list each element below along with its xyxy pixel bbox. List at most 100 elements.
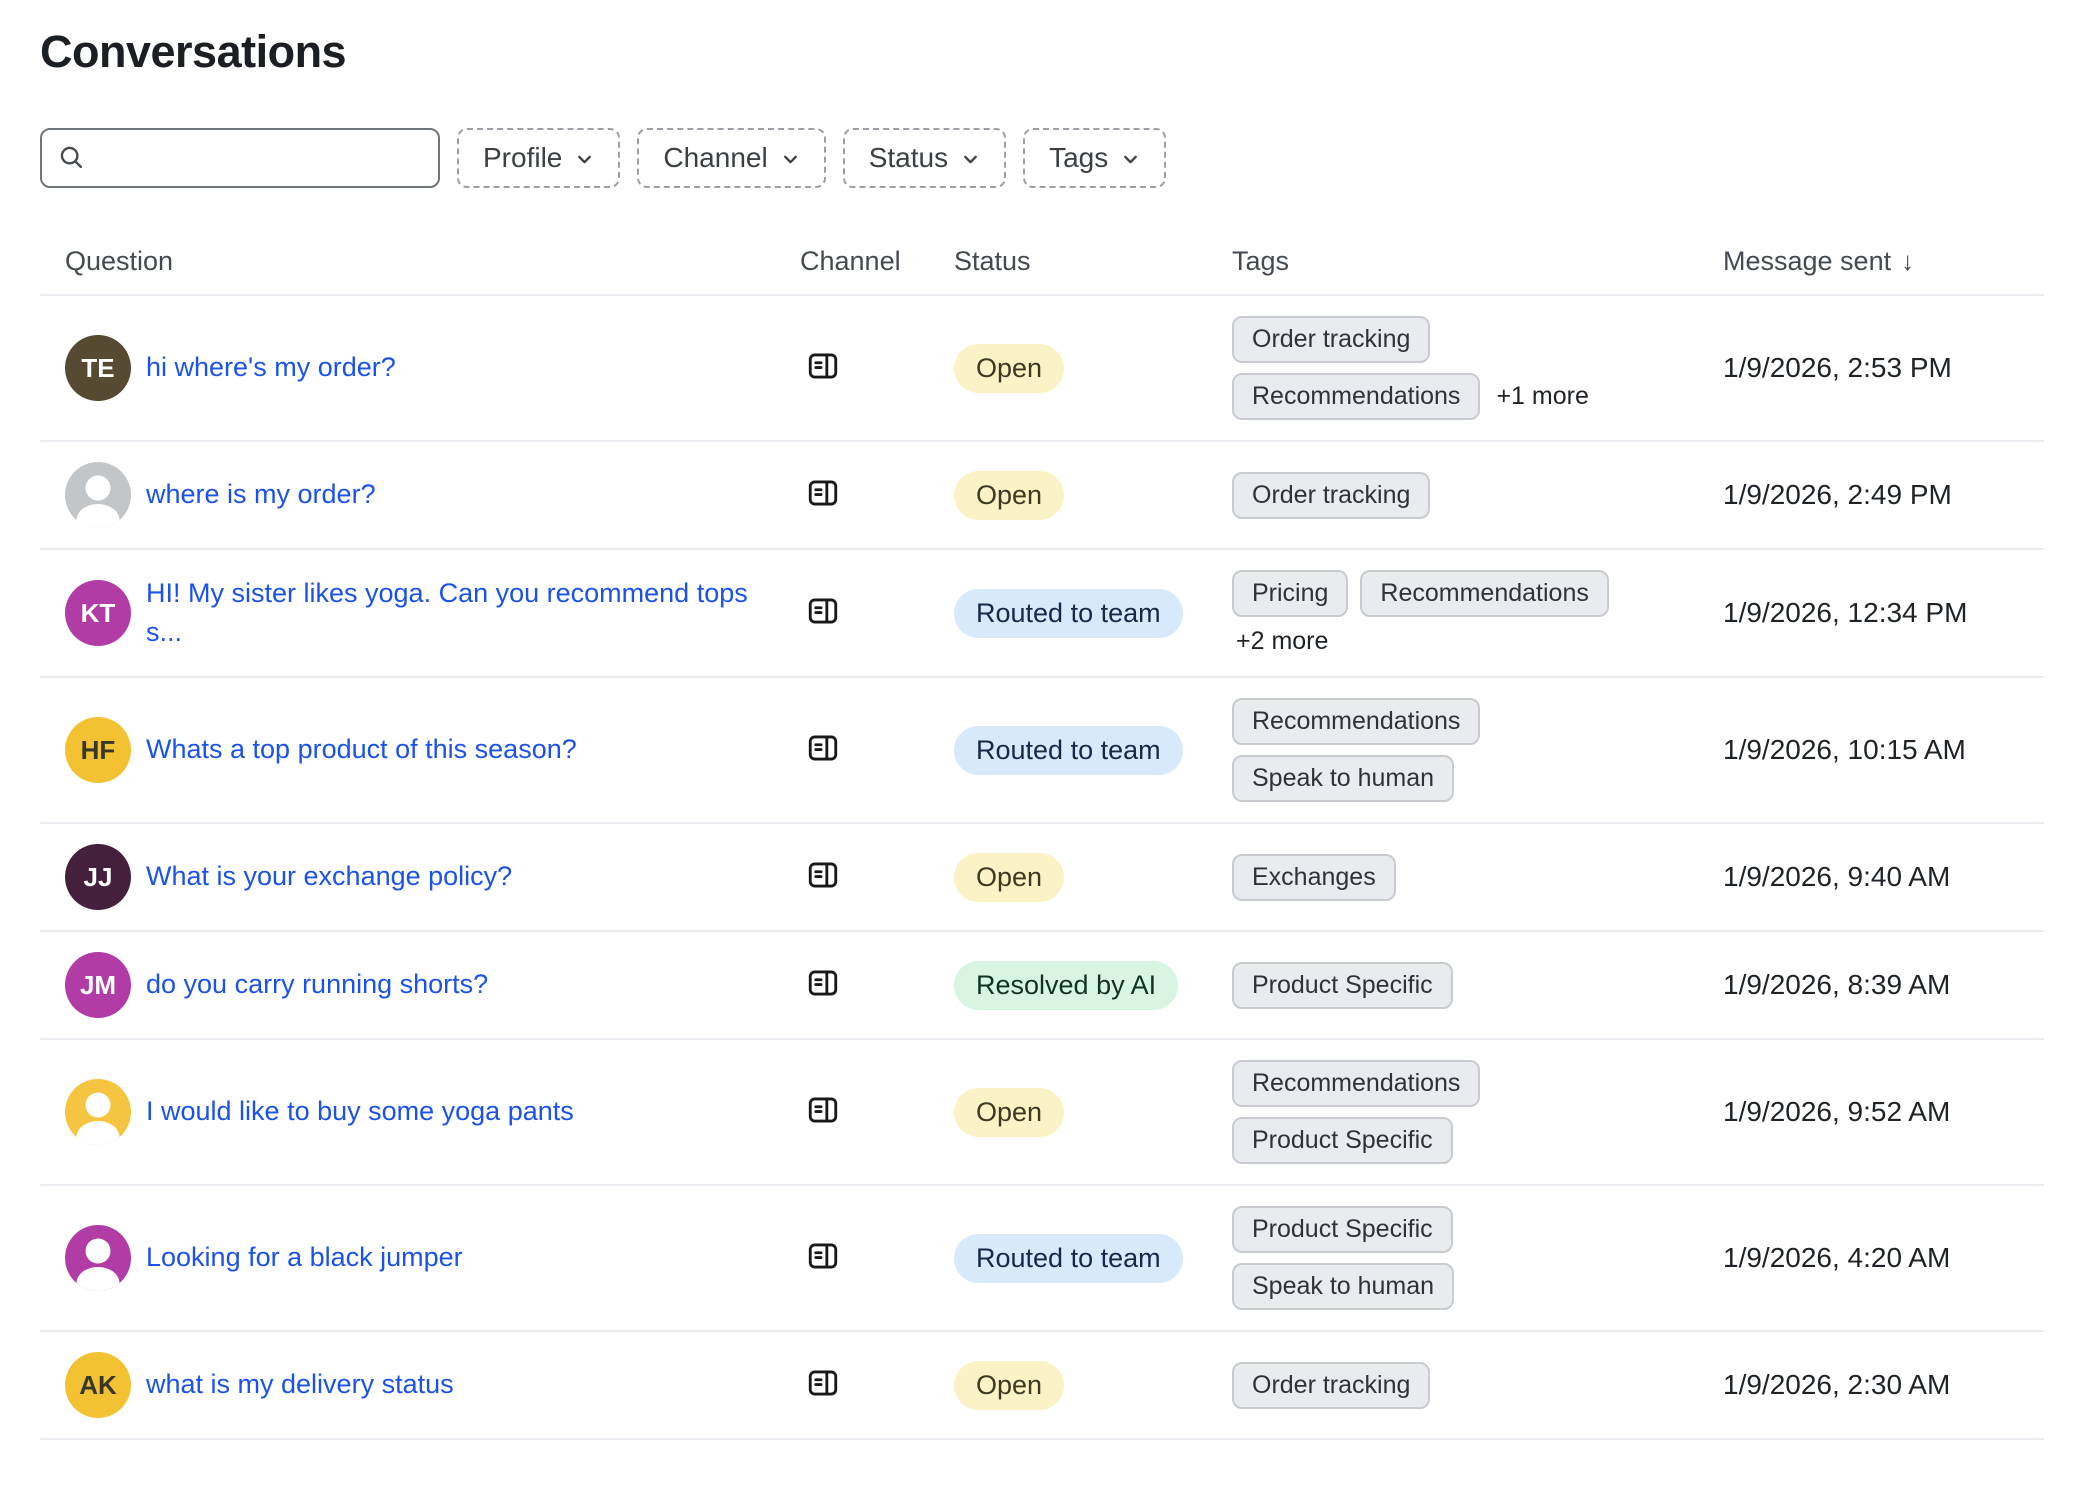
tag-pill: Product Specific <box>1232 1117 1453 1164</box>
table-row[interactable]: TE hi where's my order? Open Order tracking… <box>40 296 2044 442</box>
tags-cell: Order tracking <box>1232 471 1723 519</box>
filter-profile-button[interactable]: Profile <box>457 128 621 188</box>
avatar: TE <box>65 335 131 401</box>
filter-profile-label: Profile <box>483 142 563 173</box>
question-cell: TE hi where's my order? <box>65 335 800 401</box>
avatar: AK <box>65 1352 131 1418</box>
table-row[interactable]: I would like to buy some yoga pants Open R… <box>40 1040 2044 1186</box>
question-link[interactable]: Whats a top product of this season? <box>146 734 577 765</box>
widget-channel-icon <box>806 1239 840 1273</box>
tag-pill: Pricing <box>1232 570 1349 617</box>
tag-line: Pricing Recommendations <box>1232 570 1723 617</box>
column-header-message-sent[interactable]: Message sent ↓ <box>1723 246 2044 277</box>
tag-line: Order tracking <box>1232 1361 1723 1409</box>
status-badge: Resolved by AI <box>954 960 1179 1010</box>
tag-line: Speak to human <box>1232 755 1723 802</box>
tag-line: Order tracking <box>1232 471 1723 519</box>
page-title: Conversations <box>40 26 347 77</box>
tag-pill: Recommendations <box>1360 570 1609 617</box>
widget-channel-icon <box>806 476 840 510</box>
question-cell: HF Whats a top product of this season? <box>65 717 800 783</box>
message-sent-time: 1/9/2026, 2:49 PM <box>1723 479 1952 510</box>
tags-more-label: +2 more <box>1236 627 1329 655</box>
question-link[interactable]: do you carry running shorts? <box>146 969 489 1000</box>
message-sent-time: 1/9/2026, 2:30 AM <box>1723 1369 1951 1400</box>
table-header-row: Question Channel Status Tags Message sen… <box>40 240 2044 296</box>
chevron-down-icon <box>964 155 978 164</box>
question-link[interactable]: what is my delivery status <box>146 1369 454 1400</box>
filter-bar: Profile Channel Status Tags <box>40 128 2044 188</box>
column-header-message-sent-label: Message sent <box>1723 246 1892 276</box>
sort-descending-icon: ↓ <box>1901 246 1915 276</box>
avatar: KT <box>65 580 131 646</box>
table-body: TE hi where's my order? Open Order tracking… <box>40 296 2044 1440</box>
table-row[interactable]: where is my order? Open Order tracking 1/9/… <box>40 442 2044 550</box>
avatar: HF <box>65 717 131 783</box>
tag-pill: Order tracking <box>1232 316 1431 363</box>
table-row[interactable]: JJ What is your exchange policy? Open Excha… <box>40 824 2044 932</box>
tags-cell: Order tracking Recommendations +1 more <box>1232 316 1723 420</box>
status-cell: Open <box>954 852 1232 902</box>
person-icon <box>76 475 120 528</box>
question-link[interactable]: hi where's my order? <box>146 352 396 383</box>
widget-channel-icon <box>806 349 840 383</box>
question-link[interactable]: where is my order? <box>146 479 376 510</box>
filter-tags-button[interactable]: Tags <box>1023 128 1167 188</box>
tag-pill: Recommendations <box>1232 1060 1481 1107</box>
tag-line: Exchanges <box>1232 853 1723 901</box>
status-cell: Open <box>954 1360 1232 1410</box>
status-cell: Open <box>954 343 1232 393</box>
channel-cell <box>800 731 954 770</box>
tag-line: Product Specific <box>1232 961 1723 1009</box>
tags-cell: Recommendations Product Specific <box>1232 1060 1723 1164</box>
tag-pill: Recommendations <box>1232 373 1481 420</box>
tags-cell: Product Specific <box>1232 961 1723 1009</box>
question-cell: AK what is my delivery status <box>65 1352 800 1418</box>
column-header-tags-label: Tags <box>1232 246 1290 276</box>
channel-cell <box>800 1366 954 1405</box>
message-sent-time: 1/9/2026, 8:39 AM <box>1723 969 1951 1000</box>
column-header-channel: Channel <box>800 246 954 277</box>
tag-pill: Recommendations <box>1232 698 1481 745</box>
search-input[interactable] <box>40 128 440 188</box>
tag-line: +2 more <box>1232 627 1723 656</box>
message-sent-time: 1/9/2026, 10:15 AM <box>1723 734 1966 765</box>
chevron-down-icon <box>578 155 592 164</box>
avatar: JM <box>65 952 131 1018</box>
status-badge: Routed to team <box>954 588 1183 638</box>
question-link[interactable]: I would like to buy some yoga pants <box>146 1096 574 1127</box>
table-row[interactable]: Looking for a black jumper Routed to team… <box>40 1186 2044 1332</box>
message-sent-time: 1/9/2026, 4:20 AM <box>1723 1242 1951 1273</box>
column-header-question-label: Question <box>65 246 174 276</box>
question-link[interactable]: HI! My sister likes yoga. Can you recomm… <box>146 577 748 647</box>
widget-channel-icon <box>806 731 840 765</box>
question-cell: JM do you carry running shorts? <box>65 952 800 1018</box>
question-link[interactable]: What is your exchange policy? <box>146 861 513 892</box>
status-cell: Routed to team <box>954 1233 1232 1283</box>
filter-status-button[interactable]: Status <box>842 128 1007 188</box>
tag-line: Recommendations <box>1232 1060 1723 1107</box>
tags-cell: Recommendations Speak to human <box>1232 698 1723 802</box>
status-badge: Open <box>954 852 1065 902</box>
channel-cell <box>800 349 954 388</box>
tags-cell: Exchanges <box>1232 853 1723 901</box>
question-link[interactable]: Looking for a black jumper <box>146 1242 463 1273</box>
tag-pill: Speak to human <box>1232 755 1455 802</box>
column-header-status: Status <box>954 246 1232 277</box>
tags-more-label: +1 more <box>1496 382 1589 410</box>
table-row[interactable]: HF Whats a top product of this season? Rou… <box>40 678 2044 824</box>
table-row[interactable]: AK what is my delivery status Open Order tr… <box>40 1332 2044 1440</box>
tags-cell: Order tracking <box>1232 1361 1723 1409</box>
tag-pill: Product Specific <box>1232 1206 1453 1253</box>
table-row[interactable]: JM do you carry running shorts? Resolved b… <box>40 932 2044 1040</box>
question-cell: Looking for a black jumper <box>65 1225 800 1291</box>
widget-channel-icon <box>806 594 840 628</box>
question-cell: JJ What is your exchange policy? <box>65 844 800 910</box>
conversations-table: Question Channel Status Tags Message sen… <box>40 240 2044 1440</box>
filter-channel-button[interactable]: Channel <box>637 128 826 188</box>
table-row[interactable]: KT HI! My sister likes yoga. Can you reco… <box>40 550 2044 678</box>
question-cell: KT HI! My sister likes yoga. Can you reco… <box>65 574 800 652</box>
avatar <box>65 1225 131 1291</box>
widget-channel-icon <box>806 1366 840 1400</box>
tag-line: Order tracking <box>1232 316 1723 363</box>
